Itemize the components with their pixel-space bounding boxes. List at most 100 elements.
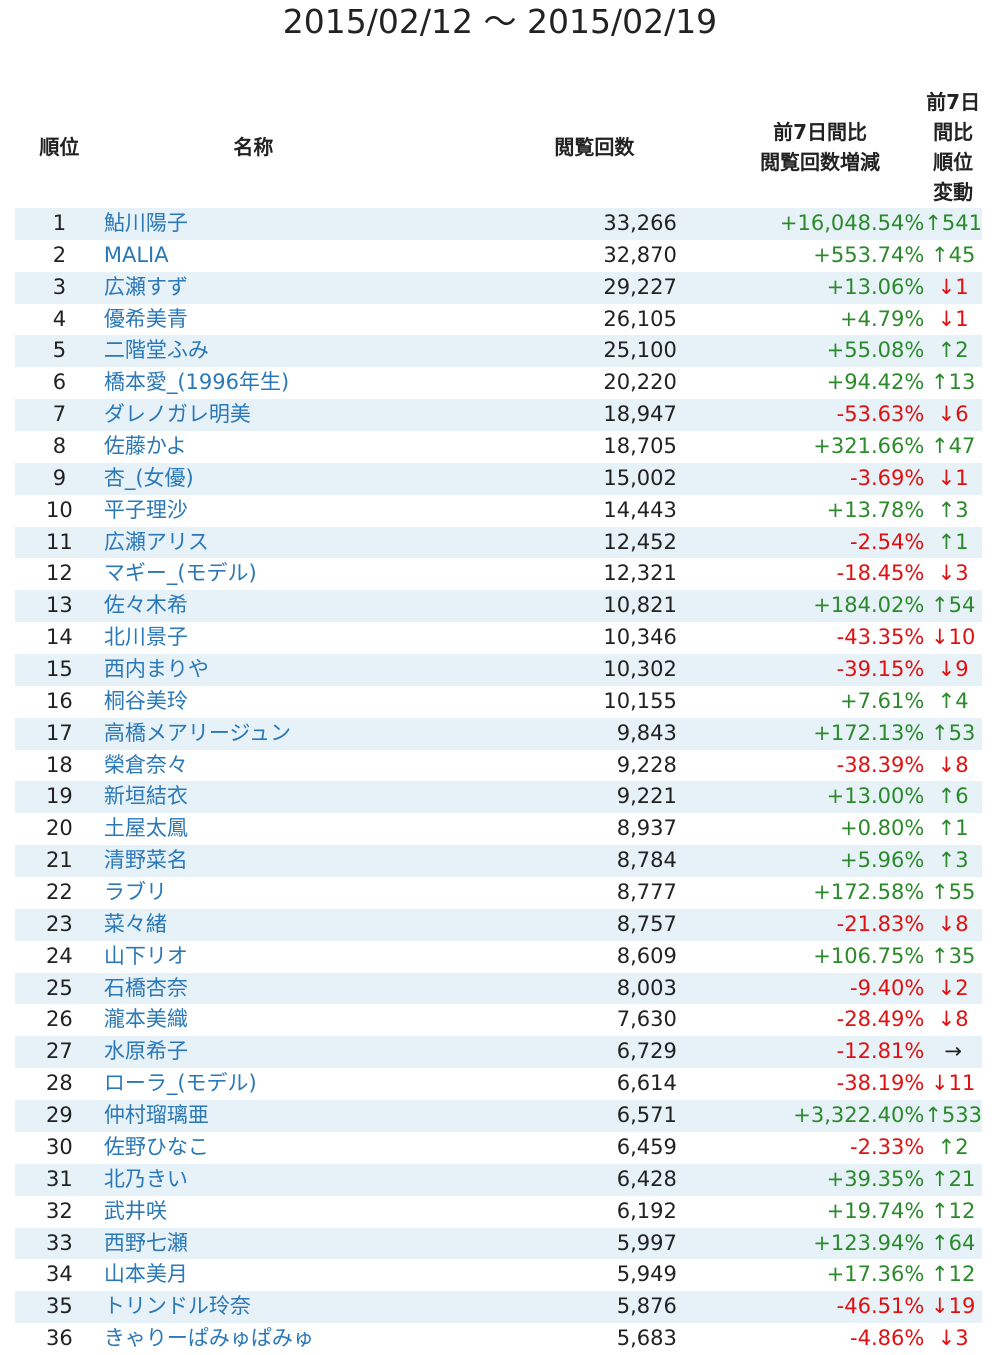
name[interactable]: 山下リオ [103, 943, 188, 968]
name[interactable]: 清野菜名 [103, 845, 473, 878]
rank-change: ↓3 [937, 561, 969, 586]
name[interactable]: 西野七瀬 [103, 1227, 473, 1260]
rank: 27 [15, 1036, 104, 1069]
header-row: 順位 名称 閲覧回数 前7日間比 閲覧回数増減 前7日間比 順位変動 [15, 86, 982, 208]
name[interactable]: MALIA [103, 242, 169, 267]
table-row: 32 武井咲 6,192 +19.74% ↑12 [15, 1196, 982, 1228]
views: 5,876 [472, 1291, 677, 1324]
rank-change: ↓11 [930, 1071, 976, 1096]
column-header: 前7日間比 順位変動 [924, 86, 982, 208]
rank: 30 [46, 1134, 73, 1159]
header-line: 閲覧回数増減 [760, 150, 881, 174]
name[interactable]: 広瀬アリス [103, 526, 473, 559]
view-change: -2.54% [676, 526, 925, 559]
views: 15,002 [472, 462, 677, 495]
table-row: 6 橋本愛_(1996年生) 20,220 +94.42% ↑13 [15, 367, 982, 399]
rank-change: ↑12 [930, 1262, 976, 1287]
name[interactable]: 佐野ひなこ [103, 1134, 209, 1159]
views: 10,302 [472, 654, 677, 686]
table-row: 29 仲村瑠璃亜 6,571 +3,322.40% ↑533 [15, 1100, 982, 1132]
view-change: +172.58% [813, 880, 925, 905]
name[interactable]: 佐々木希 [103, 590, 473, 623]
table-row: 1 鮎川陽子 33,266 +16,048.54% ↑541 [15, 208, 982, 240]
name[interactable]: 新垣結衣 [103, 781, 473, 814]
rank-change: ↓2 [924, 972, 982, 1005]
view-change: -28.49% [836, 1007, 925, 1032]
name[interactable]: 広瀬すず [103, 271, 473, 304]
name[interactable]: 仲村瑠璃亜 [103, 1100, 473, 1132]
name[interactable]: 山本美月 [103, 1262, 188, 1287]
views: 10,155 [603, 688, 677, 713]
rank-change: ↑55 [930, 880, 976, 905]
name[interactable]: ラブリ [103, 880, 167, 905]
name[interactable]: 北乃きい [103, 1163, 473, 1196]
name[interactable]: 瀧本美織 [103, 1007, 188, 1032]
name[interactable]: 石橋杏奈 [103, 972, 473, 1005]
views: 6,571 [472, 1100, 677, 1132]
views: 8,003 [472, 972, 677, 1005]
name[interactable]: 平子理沙 [103, 497, 188, 522]
rank-change: ↑47 [930, 434, 976, 459]
name[interactable]: 二階堂ふみ [103, 335, 473, 368]
table-row: 15 西内まりや 10,302 -39.15% ↓9 [15, 654, 982, 686]
name[interactable]: 桐谷美玲 [103, 688, 188, 713]
rank: 1 [15, 208, 104, 240]
name[interactable]: 水原希子 [103, 1036, 473, 1069]
table-row: 34 山本美月 5,949 +17.36% ↑12 [15, 1259, 982, 1291]
view-change: -38.39% [836, 752, 925, 777]
name[interactable]: きゃりーぱみゅぱみゅ [103, 1326, 314, 1351]
table-row: 7 ダレノガレ明美 18,947 -53.63% ↓6 [15, 399, 982, 432]
view-change: +321.66% [813, 434, 925, 459]
name[interactable]: 西内まりや [103, 654, 473, 686]
rank: 23 [15, 908, 104, 941]
name[interactable]: 鮎川陽子 [103, 208, 473, 240]
table-row: 16 桐谷美玲 10,155 +7.61% ↑4 [15, 686, 982, 718]
view-change: +106.75% [813, 943, 925, 968]
name[interactable]: 高橋メアリージュン [103, 717, 473, 750]
rank-change: ↑3 [924, 845, 982, 878]
rank-change: ↑35 [930, 943, 976, 968]
name[interactable]: 榮倉奈々 [103, 752, 188, 777]
name[interactable]: ローラ_(モデル) [103, 1071, 257, 1096]
header-line: 前7日間比 [773, 120, 868, 144]
table-row: 4 優希美青 26,105 +4.79% ↓1 [15, 304, 982, 336]
name[interactable]: ダレノガレ明美 [103, 399, 473, 432]
rank-change: ↓8 [937, 752, 969, 777]
name[interactable]: トリンドル玲奈 [103, 1291, 473, 1324]
view-change: -3.69% [676, 462, 925, 495]
view-change: +0.80% [840, 816, 925, 841]
name[interactable]: 菜々緒 [103, 908, 473, 941]
rank: 22 [46, 880, 73, 905]
rank: 9 [15, 462, 104, 495]
rank-change: ↓1 [937, 306, 969, 331]
view-change: -4.86% [850, 1326, 925, 1351]
table-body: 1 鮎川陽子 33,266 +16,048.54% ↑541 2 MALIA 32,870 +5… [15, 208, 982, 1355]
name[interactable]: マギー_(モデル) [103, 561, 257, 586]
views: 14,443 [603, 497, 677, 522]
table-row: 17 高橋メアリージュン 9,843 +172.13% ↑53 [15, 717, 982, 750]
view-change: +13.78% [826, 497, 925, 522]
table-row: 10 平子理沙 14,443 +13.78% ↑3 [15, 495, 982, 527]
rank-change: ↓1 [924, 271, 982, 304]
view-change: +19.74% [826, 1198, 925, 1223]
rank: 17 [15, 717, 104, 750]
name[interactable]: 杏_(女優) [103, 462, 473, 495]
rank-change: ↑3 [937, 497, 969, 522]
view-change: -53.63% [676, 399, 925, 432]
name[interactable]: 佐藤かよ [103, 434, 187, 459]
views: 9,221 [472, 781, 677, 814]
table-row: 12 マギー_(モデル) 12,321 -18.45% ↓3 [15, 558, 982, 590]
name[interactable]: 優希美青 [103, 306, 188, 331]
table-row: 33 西野七瀬 5,997 +123.94% ↑64 [15, 1227, 982, 1260]
name[interactable]: 橋本愛_(1996年生) [103, 370, 290, 395]
view-change: +184.02% [676, 590, 925, 623]
view-change: -12.81% [676, 1036, 925, 1069]
views: 6,192 [616, 1198, 677, 1223]
name[interactable]: 土屋太鳳 [103, 816, 188, 841]
name[interactable]: 武井咲 [103, 1198, 167, 1223]
rank-change: ↑13 [930, 370, 976, 395]
name[interactable]: 北川景子 [103, 625, 188, 650]
rank-change: ↑12 [930, 1198, 976, 1223]
views: 33,266 [472, 208, 677, 240]
views: 8,777 [616, 880, 677, 905]
